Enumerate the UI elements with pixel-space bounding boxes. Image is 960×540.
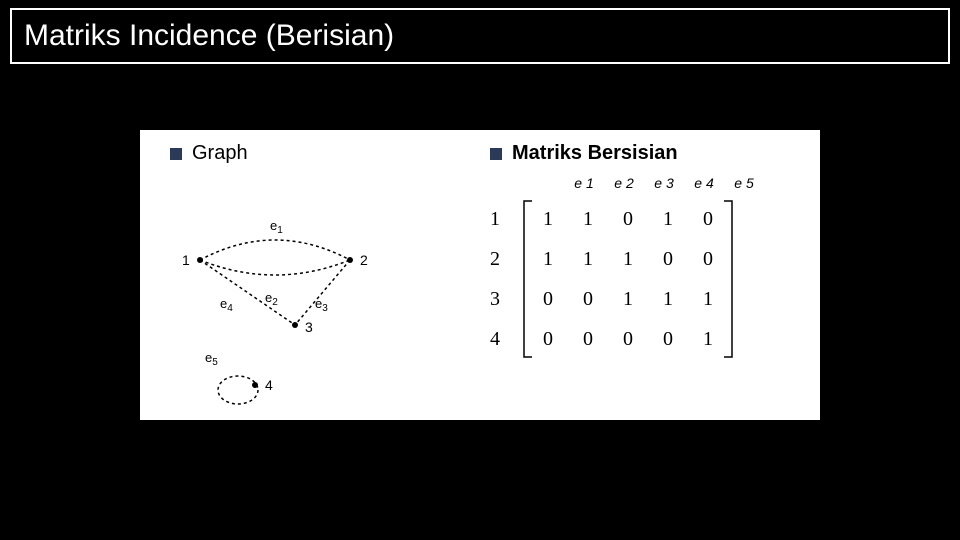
col-header: e 4 bbox=[690, 175, 718, 191]
bullet-icon bbox=[490, 148, 502, 160]
matrix-label: Matriks Bersisian bbox=[512, 142, 678, 165]
row-label: 2 bbox=[490, 245, 500, 273]
matrix-cell: 0 bbox=[694, 205, 722, 233]
matrix-cell: 0 bbox=[574, 285, 602, 313]
graph-section-header: Graph bbox=[170, 142, 248, 165]
matrix-grid: 1 1 0 1 0 1 1 1 0 0 0 0 1 1 bbox=[534, 205, 722, 353]
matrix-row: 1 1 0 1 0 bbox=[534, 205, 722, 233]
matrix-cell: 1 bbox=[534, 205, 562, 233]
col-header: e 5 bbox=[730, 175, 758, 191]
title-box: Matriks Incidence (Berisian) bbox=[10, 8, 950, 64]
matrix-cell: 1 bbox=[574, 245, 602, 273]
graph-label: Graph bbox=[192, 142, 248, 165]
page-title: Matriks Incidence (Berisian) bbox=[24, 19, 394, 53]
matrix-cell: 1 bbox=[574, 205, 602, 233]
matrix-cell: 0 bbox=[654, 245, 682, 273]
node-label: 4 bbox=[265, 377, 273, 393]
matrix-row: 1 1 1 0 0 bbox=[534, 245, 722, 273]
edge-label: e1 bbox=[270, 218, 283, 236]
matrix-cell: 1 bbox=[654, 205, 682, 233]
matrix-cell: 0 bbox=[694, 245, 722, 273]
matrix-cell: 0 bbox=[614, 325, 642, 353]
node-label: 1 bbox=[182, 252, 190, 268]
edge-label: e5 bbox=[205, 350, 218, 368]
matrix-row: 0 0 1 1 1 bbox=[534, 285, 722, 313]
matrix-row-labels: 1 2 3 4 bbox=[490, 205, 500, 353]
matrix-cell: 1 bbox=[614, 285, 642, 313]
matrix-row: 0 0 0 0 1 bbox=[534, 325, 722, 353]
bullet-icon bbox=[170, 148, 182, 160]
matrix-col-headers: e 1 e 2 e 3 e 4 e 5 bbox=[570, 175, 758, 191]
content-panel: Graph Matriks Bersisian 1 2 3 4 e1 e2 e3 bbox=[140, 130, 820, 420]
left-bracket-icon bbox=[520, 199, 534, 359]
matrix-cell: 1 bbox=[534, 245, 562, 273]
matrix-cell: 1 bbox=[694, 285, 722, 313]
matrix-body: 1 2 3 4 1 1 0 1 0 1 1 1 bbox=[490, 199, 736, 359]
row-label: 3 bbox=[490, 285, 500, 313]
matrix-cell: 1 bbox=[694, 325, 722, 353]
col-header: e 2 bbox=[610, 175, 638, 191]
node-label: 3 bbox=[305, 319, 313, 335]
col-header: e 3 bbox=[650, 175, 678, 191]
matrix-cell: 0 bbox=[534, 325, 562, 353]
matrix-cell: 0 bbox=[654, 325, 682, 353]
edge-label: e3 bbox=[315, 296, 328, 314]
matrix-cell: 0 bbox=[534, 285, 562, 313]
right-bracket-icon bbox=[722, 199, 736, 359]
matrix-cell: 1 bbox=[614, 245, 642, 273]
col-header: e 1 bbox=[570, 175, 598, 191]
row-label: 4 bbox=[490, 325, 500, 353]
node-label: 2 bbox=[360, 252, 368, 268]
matrix-cell: 0 bbox=[614, 205, 642, 233]
matrix-section-header: Matriks Bersisian bbox=[490, 142, 678, 165]
row-label: 1 bbox=[490, 205, 500, 233]
edge-label: e4 bbox=[220, 296, 233, 314]
matrix-cell: 1 bbox=[654, 285, 682, 313]
matrix-cell: 0 bbox=[574, 325, 602, 353]
graph-diagram: 1 2 3 4 e1 e2 e3 e4 e5 bbox=[160, 190, 400, 410]
